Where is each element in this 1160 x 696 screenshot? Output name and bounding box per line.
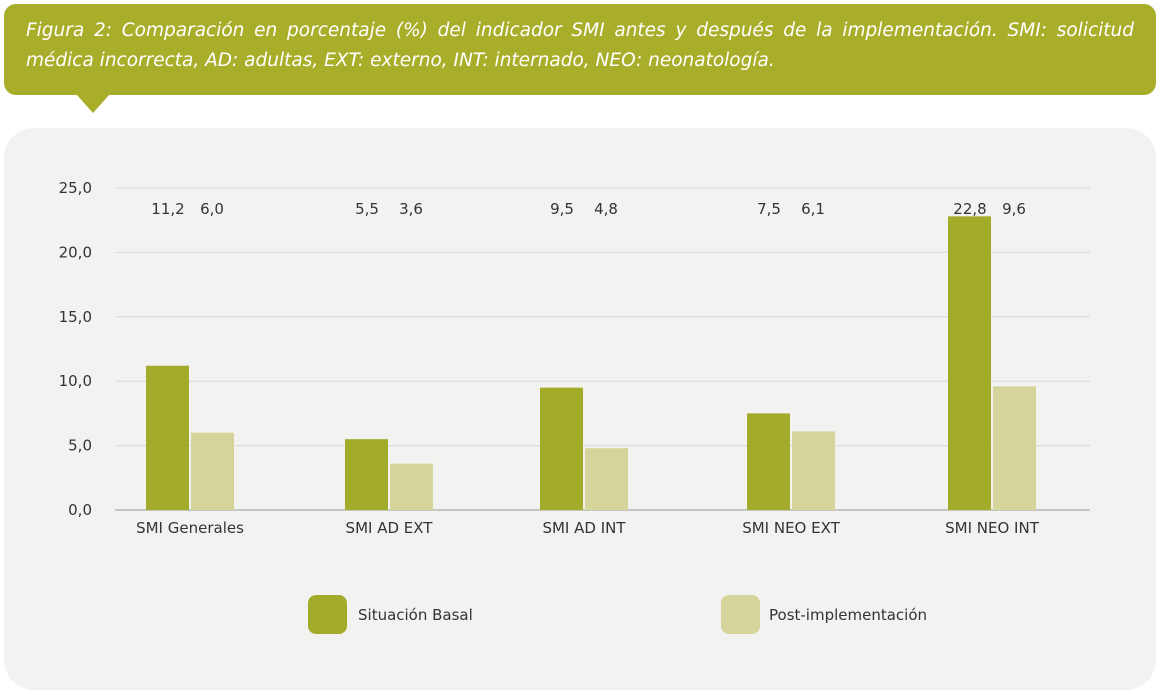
bar-basal bbox=[540, 387, 583, 510]
bar-post bbox=[993, 386, 1036, 510]
data-label: 7,5 bbox=[757, 200, 781, 218]
bar-basal bbox=[948, 216, 991, 510]
x-tick-label: SMI AD EXT bbox=[346, 519, 434, 537]
x-tick-label: SMI NEO EXT bbox=[742, 519, 840, 537]
data-label: 6,1 bbox=[801, 200, 825, 218]
x-tick-label: SMI Generales bbox=[136, 519, 244, 537]
figure-caption: Figura 2: Comparación en porcentaje (%) … bbox=[4, 4, 1156, 95]
x-tick-label: SMI AD INT bbox=[542, 519, 626, 537]
y-tick-label: 15,0 bbox=[59, 308, 92, 326]
y-tick-label: 5,0 bbox=[68, 437, 92, 455]
bar-basal bbox=[146, 365, 189, 510]
y-tick-label: 0,0 bbox=[68, 501, 92, 519]
data-label: 9,6 bbox=[1002, 200, 1026, 218]
bar-post bbox=[792, 431, 835, 510]
data-label: 4,8 bbox=[594, 200, 618, 218]
legend-swatch bbox=[308, 595, 347, 634]
y-tick-label: 25,0 bbox=[59, 179, 92, 197]
bar-basal bbox=[345, 439, 388, 510]
data-label: 9,5 bbox=[550, 200, 574, 218]
data-label: 5,5 bbox=[355, 200, 379, 218]
y-tick-label: 10,0 bbox=[59, 372, 92, 390]
data-label: 11,2 bbox=[151, 200, 184, 218]
bar-post bbox=[585, 448, 628, 510]
caption-pointer bbox=[76, 94, 110, 113]
data-label: 22,8 bbox=[953, 200, 986, 218]
data-label: 3,6 bbox=[399, 200, 423, 218]
bar-basal bbox=[747, 413, 790, 510]
legend-label: Post-implementación bbox=[769, 606, 927, 624]
data-label: 6,0 bbox=[200, 200, 224, 218]
legend-label: Situación Basal bbox=[358, 606, 473, 624]
y-tick-label: 20,0 bbox=[59, 243, 92, 261]
x-tick-label: SMI NEO INT bbox=[945, 519, 1040, 537]
bar-post bbox=[390, 463, 433, 510]
legend-swatch bbox=[721, 595, 760, 634]
bar-post bbox=[191, 432, 234, 510]
